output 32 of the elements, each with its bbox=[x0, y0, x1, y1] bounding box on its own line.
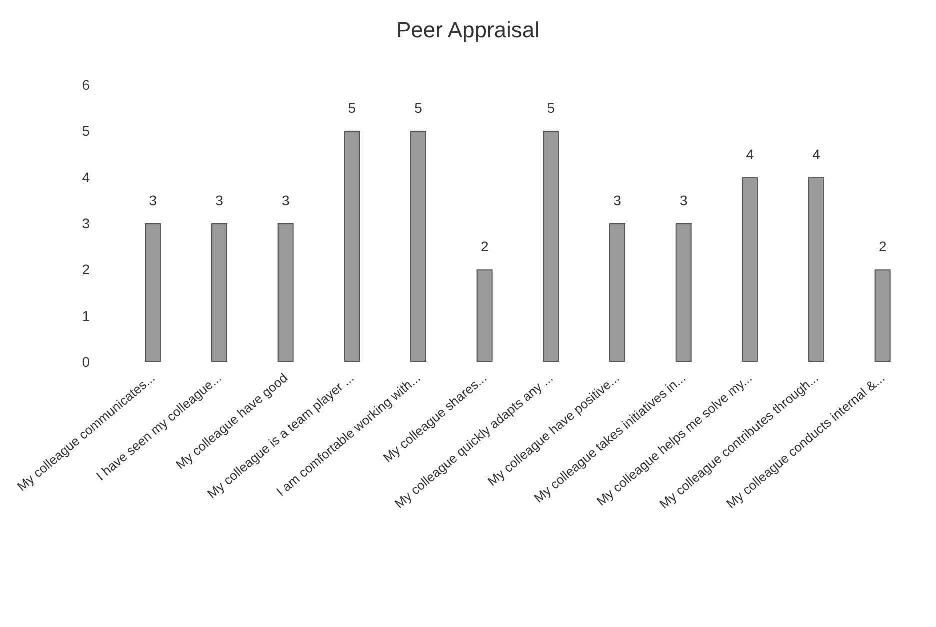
y-tick-label: 3 bbox=[82, 216, 90, 232]
bar bbox=[676, 224, 692, 362]
y-tick-label: 1 bbox=[82, 308, 90, 324]
bar bbox=[808, 177, 824, 362]
data-label: 3 bbox=[680, 192, 688, 208]
bar bbox=[410, 131, 426, 362]
bar bbox=[212, 224, 228, 362]
data-label: 3 bbox=[282, 192, 290, 208]
data-label: 3 bbox=[614, 192, 622, 208]
y-tick-label: 5 bbox=[82, 123, 90, 140]
data-label: 5 bbox=[414, 100, 423, 116]
bar bbox=[278, 224, 294, 362]
bar bbox=[610, 224, 626, 362]
bar bbox=[145, 224, 162, 362]
bar bbox=[543, 131, 560, 362]
data-label: 4 bbox=[746, 146, 754, 162]
data-label: 3 bbox=[149, 192, 158, 208]
chart-title: Peer Appraisal bbox=[396, 18, 540, 42]
y-tick-label: 2 bbox=[82, 262, 90, 278]
bar bbox=[742, 177, 758, 362]
data-label: 2 bbox=[878, 238, 887, 255]
data-label: 3 bbox=[216, 192, 224, 208]
bar bbox=[874, 270, 891, 362]
data-label: 5 bbox=[547, 100, 556, 116]
bar bbox=[476, 270, 493, 362]
y-tick-label: 6 bbox=[82, 77, 90, 93]
data-label: 2 bbox=[480, 238, 489, 255]
data-label: 5 bbox=[348, 100, 356, 116]
y-tick-label: 0 bbox=[82, 354, 90, 370]
data-label: 4 bbox=[812, 146, 821, 162]
bar bbox=[344, 131, 360, 362]
y-tick-label: 4 bbox=[82, 169, 90, 186]
